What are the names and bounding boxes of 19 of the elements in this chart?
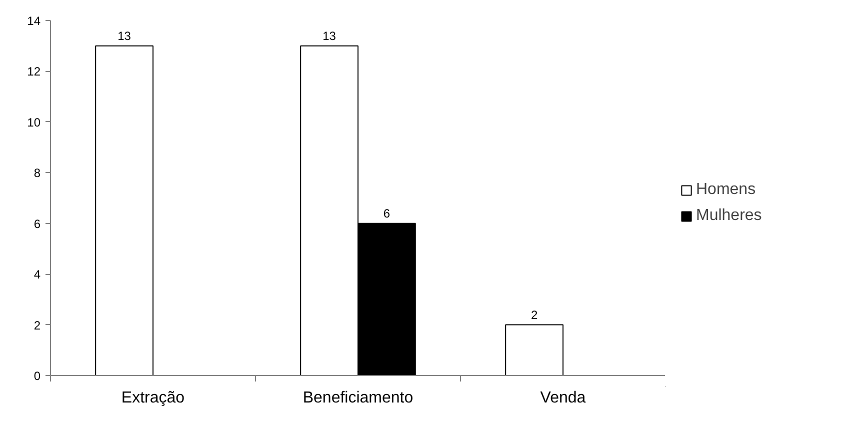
y-tick-label: 14 [27, 14, 41, 28]
bar [95, 45, 154, 376]
legend-label: Mulheres [696, 207, 762, 225]
x-tick-label: Extração [121, 390, 185, 406]
data-label: 2 [530, 308, 538, 322]
y-tick-label: 6 [34, 216, 41, 231]
y-tick-label: 4 [34, 268, 41, 282]
legend-label: Homens [696, 181, 756, 199]
y-tick-label: 12 [27, 64, 41, 79]
y-tick-label: 2 [34, 318, 41, 332]
y-tick-label: 8 [34, 166, 41, 180]
data-label: 6 [383, 206, 390, 220]
y-tick-label: 0 [34, 369, 41, 383]
x-tick-label: Beneficiamento [302, 390, 414, 406]
x-tick-label: Venda [540, 390, 586, 406]
bar [505, 324, 564, 376]
data-label: 13 [118, 28, 132, 43]
y-tick-label: 10 [27, 115, 41, 130]
data-label: 13 [322, 28, 336, 43]
